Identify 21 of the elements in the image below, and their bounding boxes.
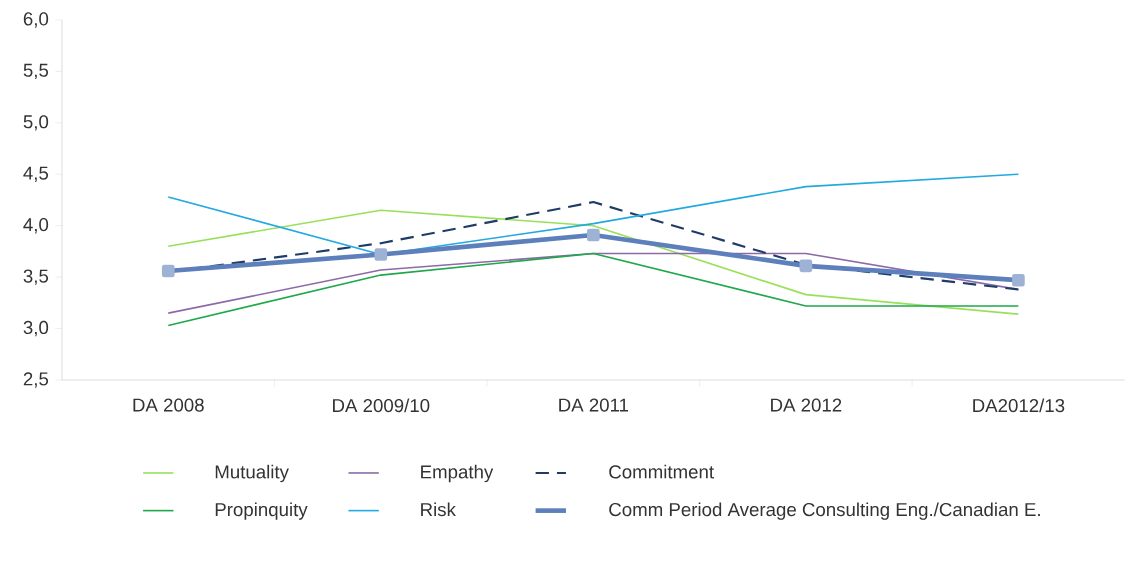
x-tick-label: DA 2012 [771,398,842,412]
y-tick-label: 2,5 [23,372,49,388]
y-tick-label: 5,5 [23,63,49,80]
legend-label: Mutuality [215,464,289,483]
x-tick-label: DA 2011 [559,398,629,412]
x-tick-label: DA 2009/10 [333,398,430,413]
line-series [167,209,1020,315]
legend-label: Empathy [421,464,494,483]
y-tick-label: 4,5 [23,166,49,182]
y-tick-label: 4,0 [23,217,49,234]
y-tick-label: 5,0 [23,115,49,131]
legend-label: Propinquity [215,502,308,520]
y-tick-label: 3,0 [23,320,49,337]
legend-label: Comm Period Average Consulting Eng./Canadian E. [609,502,1040,520]
y-tick-label: 3,5 [23,269,49,285]
x-tick-label: DA2012/13 [973,398,1065,413]
line-series [167,252,1020,327]
legend-label: Risk [421,502,456,517]
y-tick-label: 6,0 [23,12,49,28]
x-tick-label: DA 2008 [133,398,204,412]
legend-label: Commitment [609,464,714,479]
